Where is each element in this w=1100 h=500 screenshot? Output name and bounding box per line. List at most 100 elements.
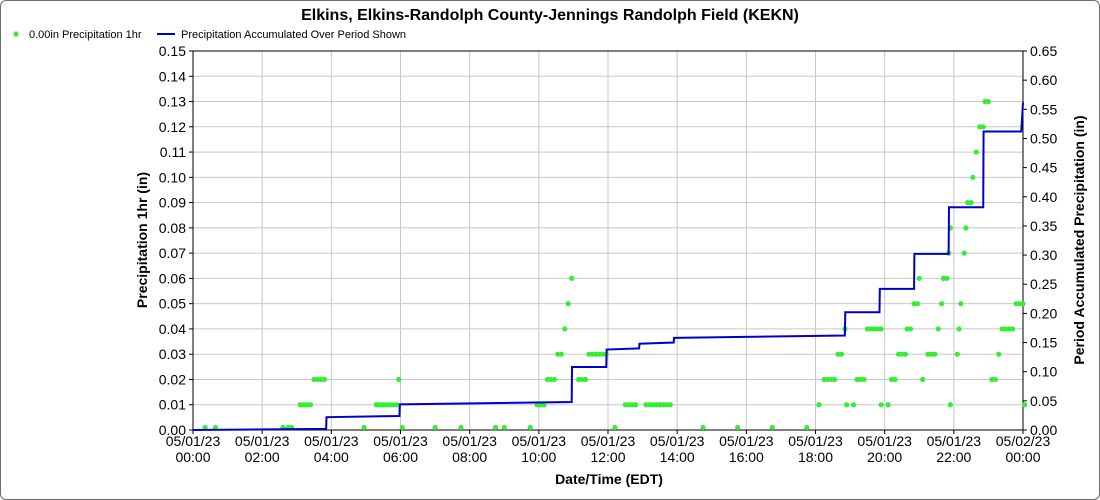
y-left-tick-label: 0.06 xyxy=(159,270,186,286)
precip-1hr-point xyxy=(562,326,568,332)
y-left-tick-label: 0.13 xyxy=(159,94,186,110)
precip-1hr-point xyxy=(935,326,941,332)
x-tick-label-date: 05/01/23 xyxy=(235,433,290,449)
precip-1hr-point xyxy=(985,98,992,105)
precip-1hr-points xyxy=(202,98,1028,431)
y-axis-left: 0.00 0.01 0.02 0.03 0.04 0.05 0.06 0.07 0.08 0.09… xyxy=(159,43,193,438)
x-tick-label-time: 16:00 xyxy=(729,449,764,465)
gridlines xyxy=(192,50,1024,431)
precip-1hr-point xyxy=(885,402,891,408)
y-left-tick-label: 0.12 xyxy=(159,119,186,135)
precip-1hr-point xyxy=(202,424,208,431)
y-left-tick-label: 0.05 xyxy=(159,296,186,312)
y-left-tick-label: 0.04 xyxy=(159,321,186,337)
precip-1hr-point xyxy=(878,326,884,332)
precip-1hr-point xyxy=(667,402,673,408)
x-tick-label-time: 00:00 xyxy=(1005,449,1040,465)
precip-1hr-point xyxy=(992,376,998,383)
y-right-tick-label: 0.20 xyxy=(1030,305,1057,321)
precip-1hr-point xyxy=(307,402,314,408)
precip-1hr-point xyxy=(932,351,938,357)
y-right-tick-label: 0.55 xyxy=(1030,101,1057,117)
precip-1hr-point xyxy=(361,424,367,431)
x-tick-label-time: 18:00 xyxy=(798,449,833,465)
legend-label-accumulated: Precipitation Accumulated Over Period Sh… xyxy=(181,29,406,41)
y-left-tick-label: 0.08 xyxy=(159,220,186,236)
precip-1hr-point xyxy=(961,250,967,256)
y-left-tick-label: 0.01 xyxy=(159,397,186,413)
precip-1hr-point xyxy=(958,301,964,307)
precip-1hr-point xyxy=(914,301,921,307)
precip-1hr-point xyxy=(902,351,909,357)
x-tick-label-time: 00:00 xyxy=(175,449,210,465)
x-tick-label-date: 05/01/23 xyxy=(373,433,428,449)
precip-1hr-point xyxy=(831,376,838,383)
precip-1hr-point xyxy=(944,275,950,281)
legend: 0.00in Precipitation 1hr Precipitation A… xyxy=(13,29,406,41)
y-axis-left-label: Precipitation 1hr (in) xyxy=(134,172,150,308)
precip-1hr-point xyxy=(612,424,618,431)
precip-1hr-point xyxy=(804,424,810,431)
precip-1hr-point xyxy=(582,376,589,383)
precip-1hr-point xyxy=(956,326,962,332)
precip-1hr-point xyxy=(970,174,976,180)
x-tick-label-date: 05/01/23 xyxy=(166,433,221,449)
x-tick-label-date: 05/01/23 xyxy=(788,433,843,449)
precip-1hr-point xyxy=(908,326,914,332)
y-left-tick-label: 0.11 xyxy=(160,144,186,160)
x-tick-label-date: 05/01/23 xyxy=(650,433,705,449)
precip-1hr-point xyxy=(735,424,741,431)
y-left-tick-label: 0.07 xyxy=(159,245,186,261)
precip-1hr-point xyxy=(558,351,564,357)
y-left-tick-label: 0.10 xyxy=(159,169,186,185)
x-tick-label-date: 05/01/23 xyxy=(512,433,567,449)
x-tick-label-time: 22:00 xyxy=(936,449,971,465)
precip-1hr-point xyxy=(1010,326,1016,332)
y-left-tick-label: 0.02 xyxy=(159,371,186,387)
legend-marker-precip-1hr xyxy=(13,31,19,37)
x-axis: 05/01/2300:0005/01/2302:0005/01/2304:000… xyxy=(166,430,1050,465)
y-right-tick-label: 0.65 xyxy=(1030,43,1057,59)
precip-1hr-point xyxy=(963,225,969,231)
precip-1hr-point xyxy=(432,424,438,431)
x-tick-label-time: 06:00 xyxy=(383,449,418,465)
precip-1hr-point xyxy=(878,402,884,408)
x-tick-label-time: 02:00 xyxy=(245,449,280,465)
x-tick-label-date: 05/01/23 xyxy=(442,433,497,449)
x-tick-label-time: 12:00 xyxy=(590,449,625,465)
precip-1hr-point xyxy=(892,376,898,383)
precip-1hr-point xyxy=(1020,301,1026,307)
legend-label-precip-1hr: 0.00in Precipitation 1hr xyxy=(29,29,142,41)
accumulated-precip-line xyxy=(192,102,1024,431)
precip-1hr-point xyxy=(212,424,219,431)
y-right-tick-label: 0.40 xyxy=(1030,189,1057,205)
y-right-tick-label: 0.00 xyxy=(1030,422,1057,438)
precip-1hr-point xyxy=(996,351,1002,357)
x-tick-label-time: 08:00 xyxy=(452,449,487,465)
y-right-tick-label: 0.60 xyxy=(1030,72,1057,88)
y-left-tick-label: 0.15 xyxy=(159,43,186,59)
y-left-tick-label: 0.00 xyxy=(159,422,186,438)
precip-1hr-point xyxy=(541,402,547,408)
precip-1hr-point xyxy=(973,149,979,155)
precip-1hr-point xyxy=(850,402,857,408)
precip-1hr-point xyxy=(396,376,402,383)
precip-1hr-point xyxy=(947,402,953,408)
precip-1hr-point xyxy=(569,275,575,281)
chart-title: Elkins, Elkins-Randolph County-Jennings … xyxy=(301,7,799,24)
precip-1hr-point xyxy=(769,424,775,431)
precip-1hr-point xyxy=(844,402,850,408)
precip-1hr-point xyxy=(565,301,571,307)
y-right-tick-label: 0.30 xyxy=(1030,247,1057,263)
x-tick-label-date: 05/01/23 xyxy=(581,433,636,449)
x-tick-label-time: 10:00 xyxy=(521,449,556,465)
precip-1hr-point xyxy=(399,424,405,431)
precip-1hr-point xyxy=(816,402,822,408)
y-right-tick-label: 0.35 xyxy=(1030,218,1057,234)
precip-1hr-point xyxy=(321,376,328,383)
y-axis-right: 0.00 0.05 0.10 0.15 0.20 0.25 0.30 0.35 0.40 0.45… xyxy=(1023,43,1057,438)
y-left-tick-label: 0.03 xyxy=(159,346,186,362)
precip-1hr-point xyxy=(916,275,922,281)
y-right-tick-label: 0.50 xyxy=(1030,130,1057,146)
